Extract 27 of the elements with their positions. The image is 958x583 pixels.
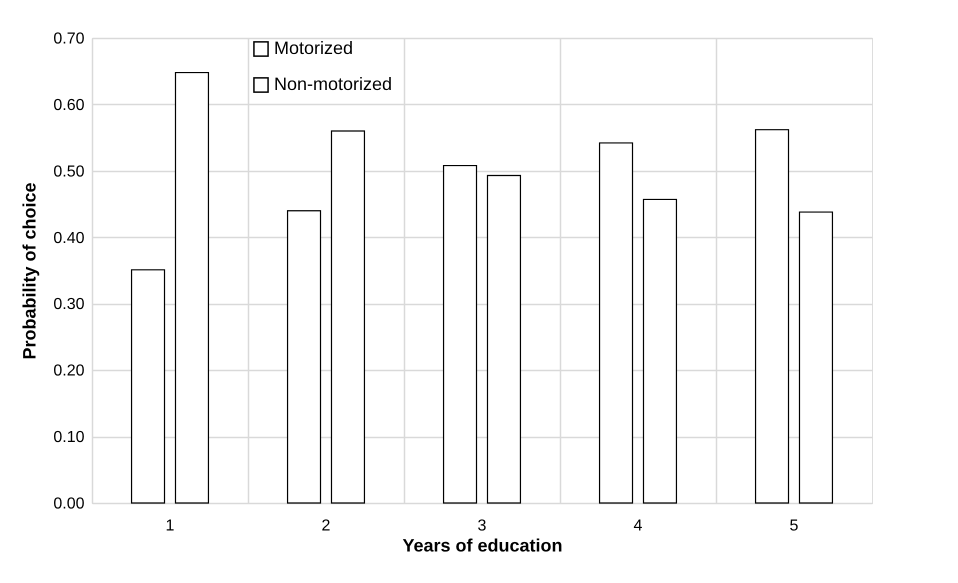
bar <box>754 129 790 504</box>
y-tick-label: 0.00 <box>53 496 85 512</box>
bar <box>442 164 478 504</box>
y-tick-label: 0.50 <box>53 163 85 180</box>
bar <box>286 210 322 504</box>
x-tick-label: 2 <box>322 518 331 534</box>
x-tick-label: 3 <box>478 518 487 534</box>
x-tick-label: 1 <box>166 518 175 534</box>
bar <box>330 130 366 504</box>
y-tick-label: 0.30 <box>53 296 85 314</box>
y-axis-title: Probability of choice <box>19 182 40 360</box>
bar <box>598 142 634 504</box>
bar <box>174 72 210 504</box>
x-tick-label: 5 <box>790 518 799 534</box>
y-tick-label: 0.10 <box>53 429 85 446</box>
y-tick-label: 0.40 <box>53 230 85 247</box>
bar <box>486 174 522 504</box>
x-axis-title: Years of education <box>402 536 563 556</box>
y-tick-label: 0.60 <box>53 96 85 114</box>
legend-label: Non-motorized <box>274 74 392 94</box>
x-tick-label: 4 <box>634 518 643 534</box>
bar <box>798 211 834 504</box>
legend-label: Motorized <box>274 38 354 58</box>
y-tick-label: 0.70 <box>53 30 85 48</box>
bar <box>130 269 166 504</box>
bar <box>642 198 678 504</box>
y-tick-label: 0.20 <box>53 362 85 380</box>
